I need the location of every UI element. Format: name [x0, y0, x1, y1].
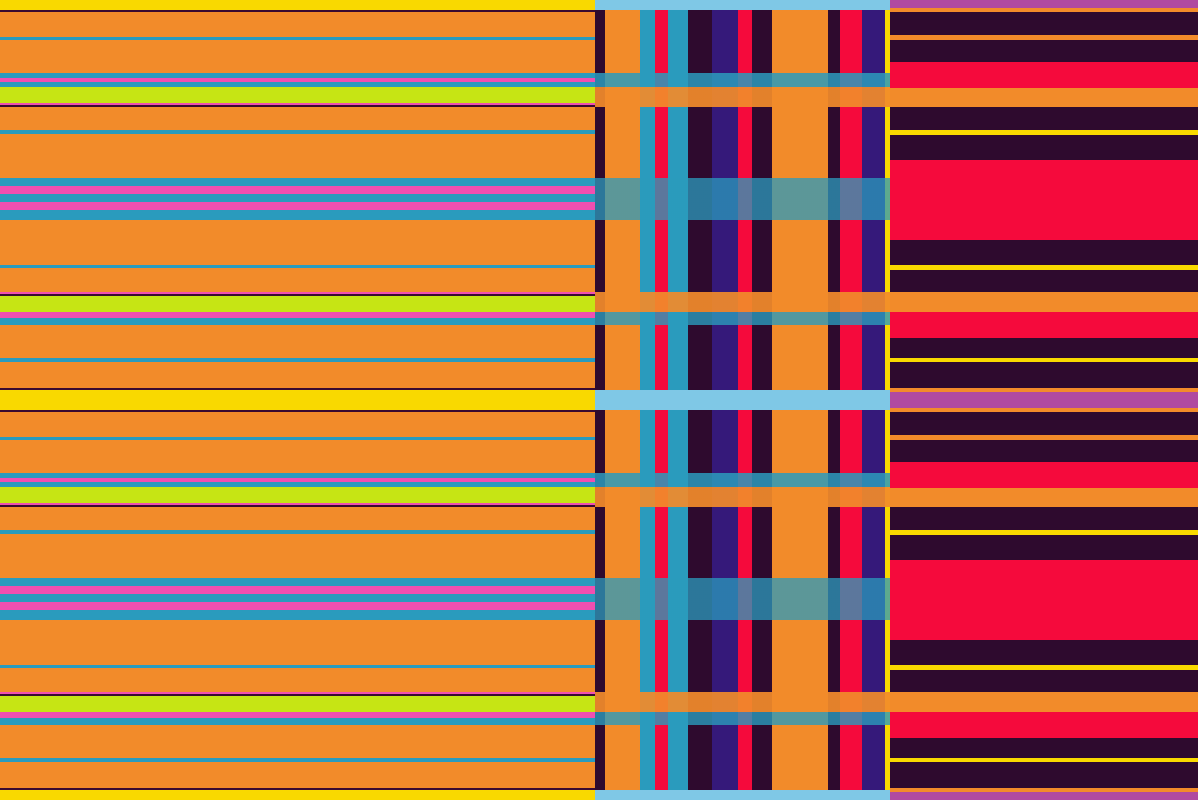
left-stripes — [0, 0, 595, 800]
right-stripes — [890, 0, 1198, 800]
middle-rows — [595, 0, 890, 800]
